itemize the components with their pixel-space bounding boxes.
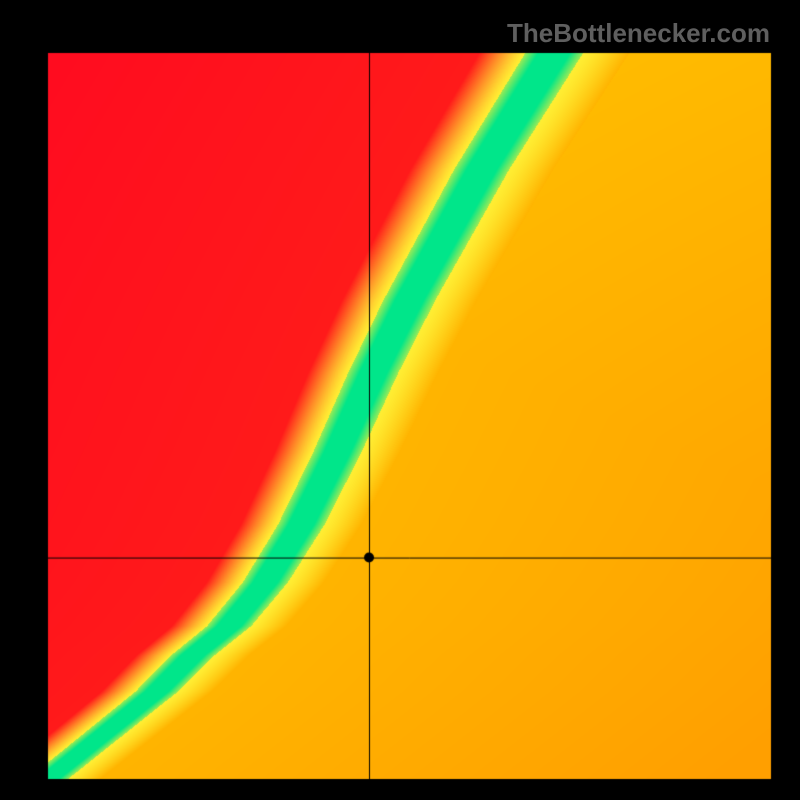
heatmap-canvas (0, 0, 800, 800)
watermark-text: TheBottlenecker.com (507, 18, 770, 49)
chart-container: TheBottlenecker.com (0, 0, 800, 800)
